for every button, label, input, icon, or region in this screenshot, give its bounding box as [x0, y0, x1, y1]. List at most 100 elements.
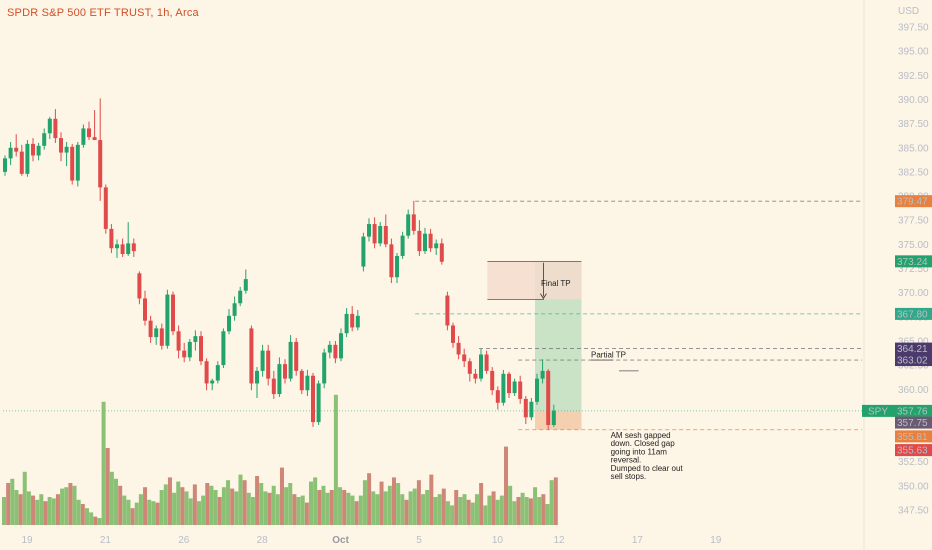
candle-body[interactable] — [339, 333, 343, 359]
candle-body[interactable] — [165, 294, 170, 346]
candle-body[interactable] — [210, 380, 215, 384]
candle-body[interactable] — [350, 313, 355, 328]
candle-body[interactable] — [221, 331, 226, 366]
candle-body[interactable] — [333, 344, 338, 359]
candle-body[interactable] — [367, 224, 371, 237]
candle-body[interactable] — [311, 375, 315, 423]
candle-body[interactable] — [19, 151, 24, 174]
candle-body[interactable] — [109, 228, 114, 249]
candle-body[interactable] — [473, 373, 478, 379]
candle-body[interactable] — [406, 214, 411, 236]
loss-zone[interactable] — [535, 410, 582, 430]
candle-body[interactable] — [159, 328, 164, 346]
candle-body[interactable] — [171, 294, 175, 332]
candle-body[interactable] — [103, 187, 108, 229]
candle-body[interactable] — [187, 341, 192, 358]
candle-body[interactable] — [260, 350, 265, 371]
candle-body[interactable] — [143, 298, 147, 321]
candle-body[interactable] — [479, 354, 483, 379]
candle-body[interactable] — [322, 352, 327, 384]
candle-body[interactable] — [59, 138, 63, 153]
candle-body[interactable] — [176, 331, 181, 351]
price-tag[interactable] — [895, 307, 932, 320]
candle-body[interactable] — [400, 235, 405, 256]
candle-body[interactable] — [484, 354, 489, 371]
candle-body[interactable] — [126, 243, 131, 255]
candle-body[interactable] — [87, 128, 91, 138]
candle-body[interactable] — [42, 133, 47, 146]
candle-body[interactable] — [434, 243, 439, 249]
price-tag[interactable] — [895, 342, 932, 355]
candle-body[interactable] — [193, 336, 198, 342]
candle-body[interactable] — [495, 390, 500, 403]
price-tag[interactable] — [895, 444, 932, 457]
symbol-tag[interactable] — [862, 404, 932, 417]
candle-body[interactable] — [462, 354, 467, 362]
price-tag[interactable] — [895, 354, 932, 367]
candle-body[interactable] — [288, 341, 293, 379]
candle-body[interactable] — [3, 158, 7, 172]
candle-body[interactable] — [512, 381, 517, 394]
candle-body[interactable] — [283, 364, 287, 379]
candle-body[interactable] — [232, 303, 237, 316]
candle-body[interactable] — [389, 244, 394, 278]
candle-body[interactable] — [204, 361, 209, 384]
candle-body[interactable] — [490, 370, 495, 391]
candle-body[interactable] — [383, 225, 388, 245]
candle-body[interactable] — [344, 313, 349, 334]
candle-body[interactable] — [540, 370, 545, 379]
candle-body[interactable] — [92, 137, 97, 141]
candle-body[interactable] — [361, 236, 366, 267]
candle-body[interactable] — [523, 398, 528, 418]
candle-body[interactable] — [53, 118, 58, 139]
candle-body[interactable] — [529, 401, 534, 418]
candle-body[interactable] — [249, 328, 254, 384]
candle-body[interactable] — [25, 143, 30, 174]
price-tag[interactable] — [895, 430, 932, 443]
candle-body[interactable] — [423, 233, 427, 252]
candle-body[interactable] — [36, 145, 41, 156]
candle-body[interactable] — [64, 146, 69, 153]
candle-body[interactable] — [439, 243, 444, 262]
candle-body[interactable] — [327, 344, 332, 353]
candle-body[interactable] — [266, 350, 271, 379]
candle-body[interactable] — [535, 378, 539, 402]
candle-body[interactable] — [299, 370, 304, 391]
candle-body[interactable] — [75, 144, 80, 181]
candle-body[interactable] — [131, 243, 136, 252]
candle-body[interactable] — [551, 410, 556, 425]
candle-body[interactable] — [70, 146, 75, 181]
candle-body[interactable] — [199, 336, 203, 362]
candle-body[interactable] — [98, 140, 103, 188]
candle-body[interactable] — [507, 373, 511, 394]
candle-body[interactable] — [255, 370, 259, 384]
candle-body[interactable] — [417, 230, 422, 252]
candle-body[interactable] — [148, 320, 153, 338]
candle-body[interactable] — [451, 325, 455, 343]
candle-body[interactable] — [305, 375, 310, 391]
candle-body[interactable] — [115, 244, 119, 249]
candle-body[interactable] — [8, 147, 13, 159]
candle-body[interactable] — [154, 328, 159, 338]
price-tag[interactable] — [895, 255, 932, 268]
candle-body[interactable] — [271, 378, 276, 395]
price-tag[interactable] — [895, 416, 932, 429]
candle-body[interactable] — [501, 373, 506, 403]
candle-body[interactable] — [445, 295, 450, 326]
candle-body[interactable] — [243, 279, 248, 291]
candle-body[interactable] — [227, 315, 231, 332]
candle-body[interactable] — [14, 147, 19, 152]
candle-body[interactable] — [294, 341, 299, 371]
candle-body[interactable] — [456, 342, 461, 355]
price-tag[interactable] — [895, 195, 932, 208]
candle-body[interactable] — [355, 315, 360, 328]
candle-body[interactable] — [395, 255, 399, 278]
final-tp-box[interactable] — [487, 261, 582, 300]
candle-body[interactable] — [546, 370, 551, 425]
candle-body[interactable] — [378, 225, 383, 244]
candle-body[interactable] — [518, 381, 523, 399]
candle-body[interactable] — [411, 214, 416, 231]
candle-body[interactable] — [277, 364, 282, 395]
candle-body[interactable] — [120, 244, 125, 255]
